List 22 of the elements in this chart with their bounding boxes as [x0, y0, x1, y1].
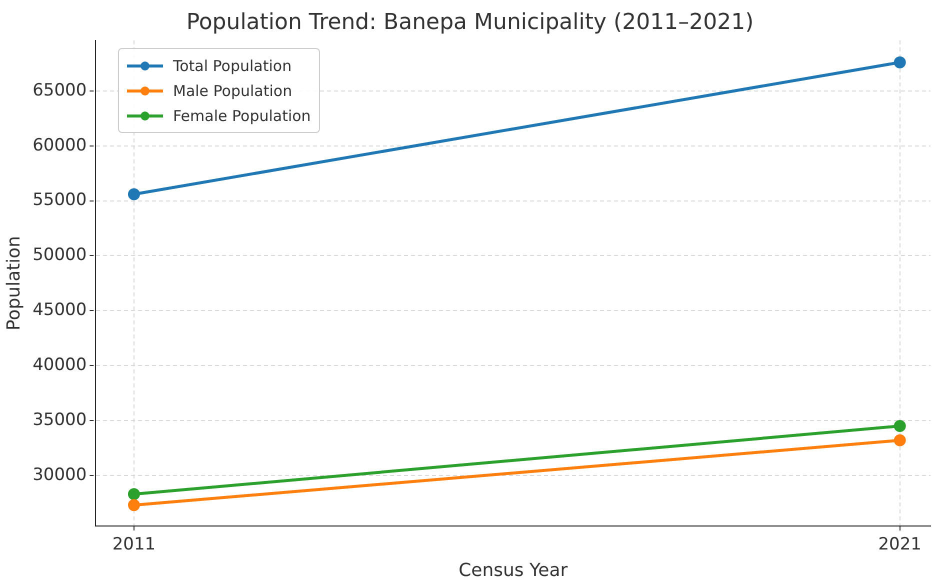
point: [128, 499, 140, 512]
legend-label: Total Population: [173, 56, 292, 74]
point: [894, 56, 906, 68]
x-axis-title: Census Year: [458, 560, 568, 581]
chart-title: Population Trend: Banepa Municipality (2011–2021): [186, 10, 754, 35]
y-tick-label: 30000: [32, 464, 87, 485]
y-tick-label: 55000: [32, 190, 87, 210]
y-tick-label: 45000: [32, 300, 87, 320]
y-tick-label: 60000: [32, 135, 87, 156]
y-tick-label: 35000: [32, 410, 87, 430]
point: [894, 434, 906, 446]
point: [128, 488, 140, 500]
legend-label: Female Population: [173, 106, 311, 124]
point: [894, 420, 906, 432]
y-tick-label: 40000: [32, 355, 87, 376]
y-tick-label: 50000: [32, 245, 87, 266]
y-axis-title: Population: [3, 236, 24, 330]
y-tick-label: 65000: [32, 80, 87, 100]
x-tick-label: 2021: [878, 534, 922, 555]
x-tick-label: 2011: [112, 534, 156, 555]
legend-label: Male Population: [173, 82, 292, 100]
point: [128, 188, 140, 200]
